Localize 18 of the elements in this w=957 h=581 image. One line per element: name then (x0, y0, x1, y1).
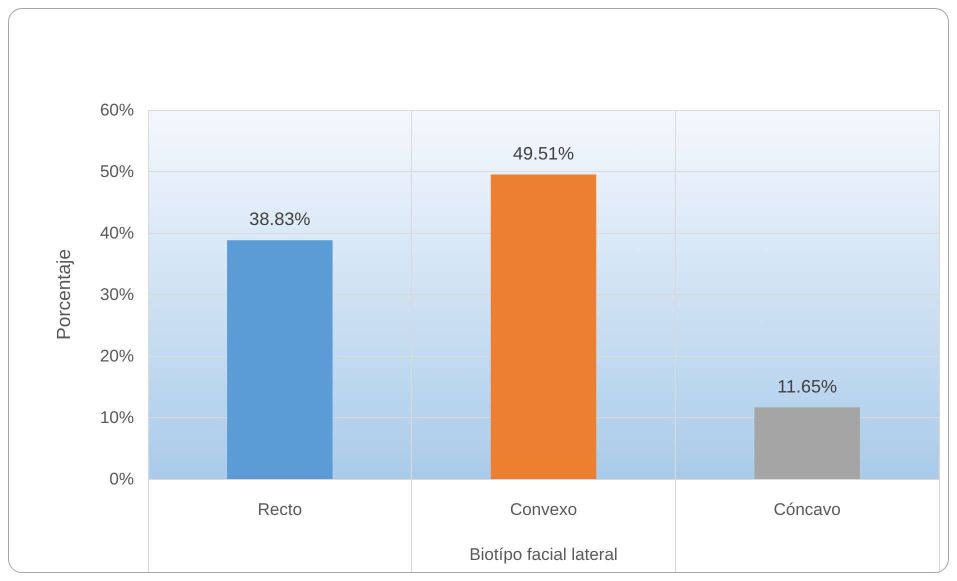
bar (754, 407, 860, 479)
x-tick-label: Cóncavo (774, 500, 841, 519)
bar (227, 240, 333, 479)
y-tick-label: 40% (100, 224, 134, 242)
data-label: 49.51% (512, 144, 574, 164)
y-tick-label: 50% (100, 162, 134, 181)
y-tick-label: 0% (109, 470, 134, 488)
y-tick-label: 10% (100, 408, 134, 427)
y-axis-title: Porcentaje (54, 249, 75, 340)
x-tick-label: Convexo (510, 500, 578, 519)
x-tick-label: Recto (258, 500, 302, 519)
data-label: 38.83% (249, 209, 310, 230)
x-axis-title: Biotípo facial lateral (469, 545, 618, 564)
y-tick-label: 20% (100, 346, 134, 366)
bar (490, 174, 596, 479)
y-tick-label: 60% (100, 100, 134, 120)
data-label: 11.65% (777, 376, 838, 396)
y-tick-label: 30% (100, 285, 134, 304)
